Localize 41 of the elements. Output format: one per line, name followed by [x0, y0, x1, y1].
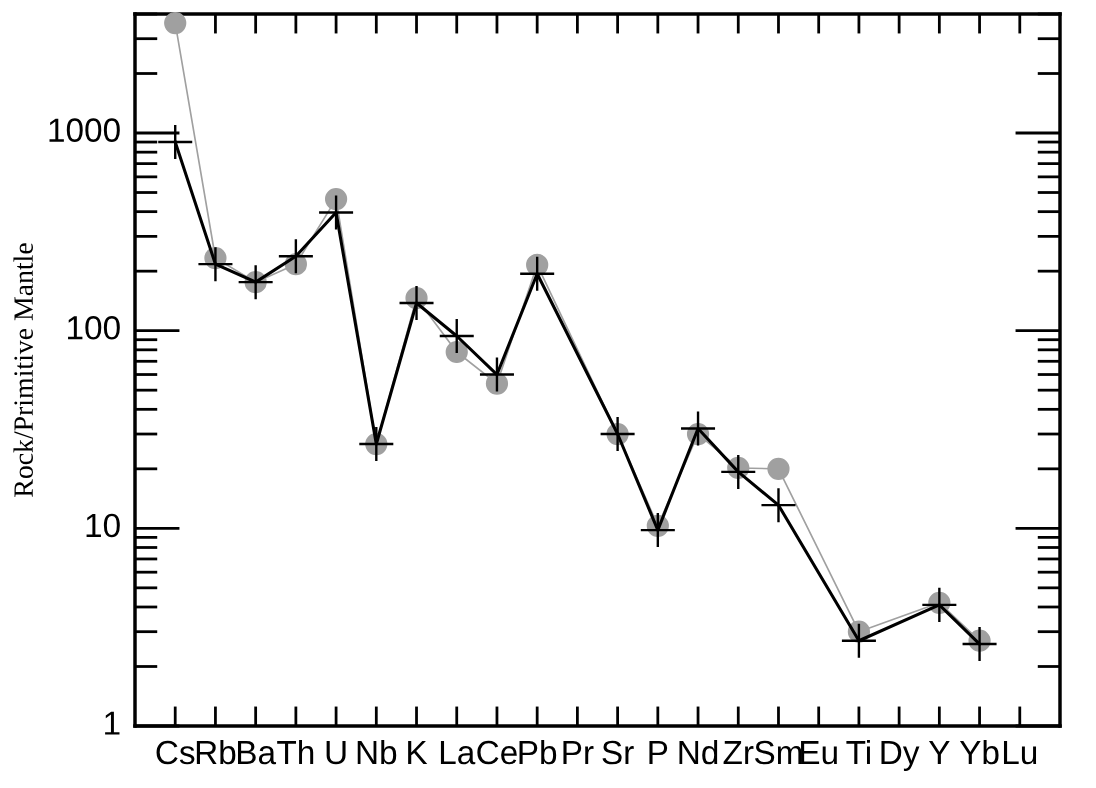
x-tick-label: Ba: [238, 741, 277, 765]
x-tick-label: Eu: [801, 741, 837, 765]
x-tick-label: La: [440, 741, 476, 765]
y-axis-title: Rock/Primitive Mantle: [13, 243, 33, 497]
point: [319, 195, 354, 230]
x-tick-label: Rb: [196, 739, 236, 765]
point: [324, 187, 348, 211]
point: [399, 286, 434, 321]
x-tick-label: Ce: [477, 740, 517, 765]
point: [238, 265, 273, 300]
x-tick-label: Pb: [519, 739, 557, 765]
point: [479, 357, 514, 392]
x-tick-label: Ti: [846, 739, 870, 765]
y-tick-label: 100: [68, 316, 120, 340]
point: [445, 340, 468, 364]
x-tick-label: Th: [277, 739, 314, 765]
x-tick-label: Nb: [357, 739, 397, 765]
x-tick-label: Sr: [602, 740, 634, 765]
point: [962, 626, 997, 661]
point: [922, 587, 957, 622]
x-tick-label: Y: [928, 741, 950, 765]
point: [761, 488, 796, 523]
point: [681, 411, 716, 446]
x-tick-label: U: [326, 741, 346, 765]
x-tick-label: P: [649, 741, 668, 765]
x-tick-label: Dy: [881, 741, 920, 771]
x-tick-label: Nd: [679, 739, 718, 765]
point: [198, 247, 233, 282]
x-tick-label: Zr: [723, 741, 754, 765]
x-tick-label: Pr: [563, 741, 594, 765]
x-tick-label: K: [408, 741, 428, 765]
y-tick-label: 1000: [49, 118, 120, 142]
x-tick-label: Yb: [959, 739, 999, 765]
point: [767, 457, 790, 480]
point: [600, 417, 635, 452]
x-tick-label: Cs: [156, 740, 195, 765]
x-tick-label: Sm: [754, 740, 802, 765]
y-tick-label: 10: [86, 513, 120, 538]
point: [164, 11, 187, 35]
y-tick-label: 1: [105, 711, 120, 735]
x-tick-label: Lu: [1003, 741, 1037, 765]
